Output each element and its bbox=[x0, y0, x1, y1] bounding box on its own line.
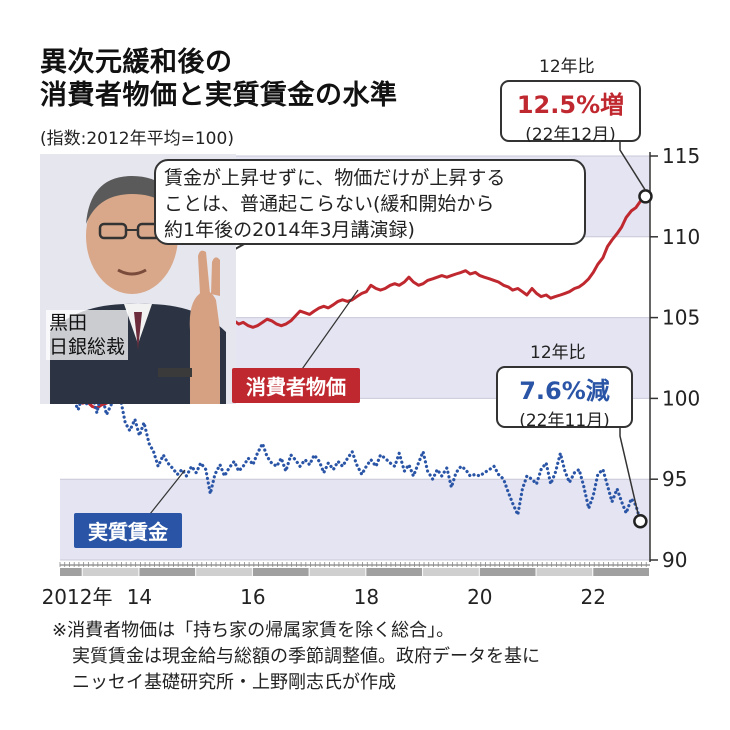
cpi-leader-line bbox=[619, 142, 647, 191]
cpi-change-date: (22年12月) bbox=[525, 125, 616, 145]
x-tick-label-4: 20 bbox=[467, 585, 492, 609]
title-line-1: 異次元緩和後の bbox=[40, 47, 233, 78]
wage-series-label: 実質賃金 bbox=[74, 513, 182, 548]
x-year-band-2012 bbox=[60, 568, 82, 576]
x-year-band-2020 bbox=[479, 568, 536, 576]
x-tick-label-1: 14 bbox=[127, 585, 152, 609]
wage-change-value: 7.6%減 bbox=[519, 377, 610, 405]
y-tick-label-110: 110 bbox=[662, 225, 700, 249]
x-tick-label-3: 18 bbox=[354, 585, 379, 609]
quote-line-1: 賃金が上昇せずに、物価だけが上昇する bbox=[164, 167, 506, 189]
wage-leader-line bbox=[619, 428, 640, 516]
y-tick-label-90: 90 bbox=[662, 548, 687, 572]
footnote-line-1: ※消費者物価は「持ち家の帰属家賃を除く総合」。 bbox=[52, 620, 455, 641]
cpi-callout-tag: 12年比 bbox=[539, 57, 595, 77]
series-end-marker-1 bbox=[633, 513, 648, 529]
x-tick-label-5: 22 bbox=[581, 585, 606, 609]
x-year-band-2017 bbox=[309, 568, 366, 576]
wage-change-date: (22年11月) bbox=[519, 411, 610, 431]
quote-line-2: ことは、普通起こらない(緩和開始から bbox=[164, 193, 495, 215]
quote-box: 賃金が上昇せずに、物価だけが上昇する ことは、普通起こらない(緩和開始から 約1… bbox=[154, 159, 586, 245]
footnote: ※消費者物価は「持ち家の帰属家賃を除く総合」。 実質賃金は現金給与総額の季節調整… bbox=[52, 618, 540, 696]
person-label: 黒田 日銀総裁 bbox=[46, 310, 129, 360]
cpi-callout: 12.5%増 (22年12月) bbox=[500, 80, 641, 145]
y-tick-label-105: 105 bbox=[662, 306, 700, 330]
chart-subtitle: (指数:2012年平均=100) bbox=[40, 129, 234, 149]
wage-callout: 7.6%減 (22年11月) bbox=[496, 366, 633, 431]
series-line-1 bbox=[62, 388, 642, 523]
y-tick-label-115: 115 bbox=[662, 144, 700, 168]
x-axis: 2012年 14 16 18 20 22 bbox=[42, 562, 650, 609]
x-year-band-2019 bbox=[423, 568, 479, 576]
x-year-band-2014 bbox=[139, 568, 196, 576]
y-tick-label-100: 100 bbox=[662, 386, 700, 410]
cpi-change-value: 12.5%増 bbox=[516, 91, 625, 119]
x-year-band-2018 bbox=[366, 568, 423, 576]
quote-line-3: 約1年後の2014年3月講演録) bbox=[164, 219, 415, 241]
wage-label-leader bbox=[149, 469, 186, 515]
cpi-series-label: 消費者物価 bbox=[232, 368, 360, 403]
footnote-line-2: 実質賃金は現金給与総額の季節調整値。政府データを基に bbox=[72, 646, 540, 667]
y-tick-label-95: 95 bbox=[662, 467, 687, 491]
footnote-line-3: ニッセイ基礎研究所・上野剛志氏が作成 bbox=[72, 672, 396, 693]
wage-callout-tag: 12年比 bbox=[530, 343, 586, 363]
series-end-marker-0 bbox=[638, 189, 653, 204]
x-year-band-2022 bbox=[593, 568, 649, 576]
x-tick-label-2: 16 bbox=[240, 585, 265, 609]
cpi-label-leader bbox=[299, 289, 359, 373]
x-year-band-2015 bbox=[196, 568, 252, 576]
person-title: 日銀総裁 bbox=[49, 336, 126, 358]
x-year-band-2016 bbox=[252, 568, 309, 576]
y-axis: 90 95 100 105 110 115 bbox=[649, 144, 700, 572]
x-tick-label-0: 2012年 bbox=[42, 585, 113, 609]
chart-title: 異次元緩和後の 消費者物価と実質賃金の水準 bbox=[40, 46, 398, 112]
x-year-band-2013 bbox=[82, 568, 139, 576]
x-year-band-2021 bbox=[536, 568, 593, 576]
person-name: 黒田 bbox=[49, 312, 88, 334]
title-line-2: 消費者物価と実質賃金の水準 bbox=[40, 80, 398, 111]
